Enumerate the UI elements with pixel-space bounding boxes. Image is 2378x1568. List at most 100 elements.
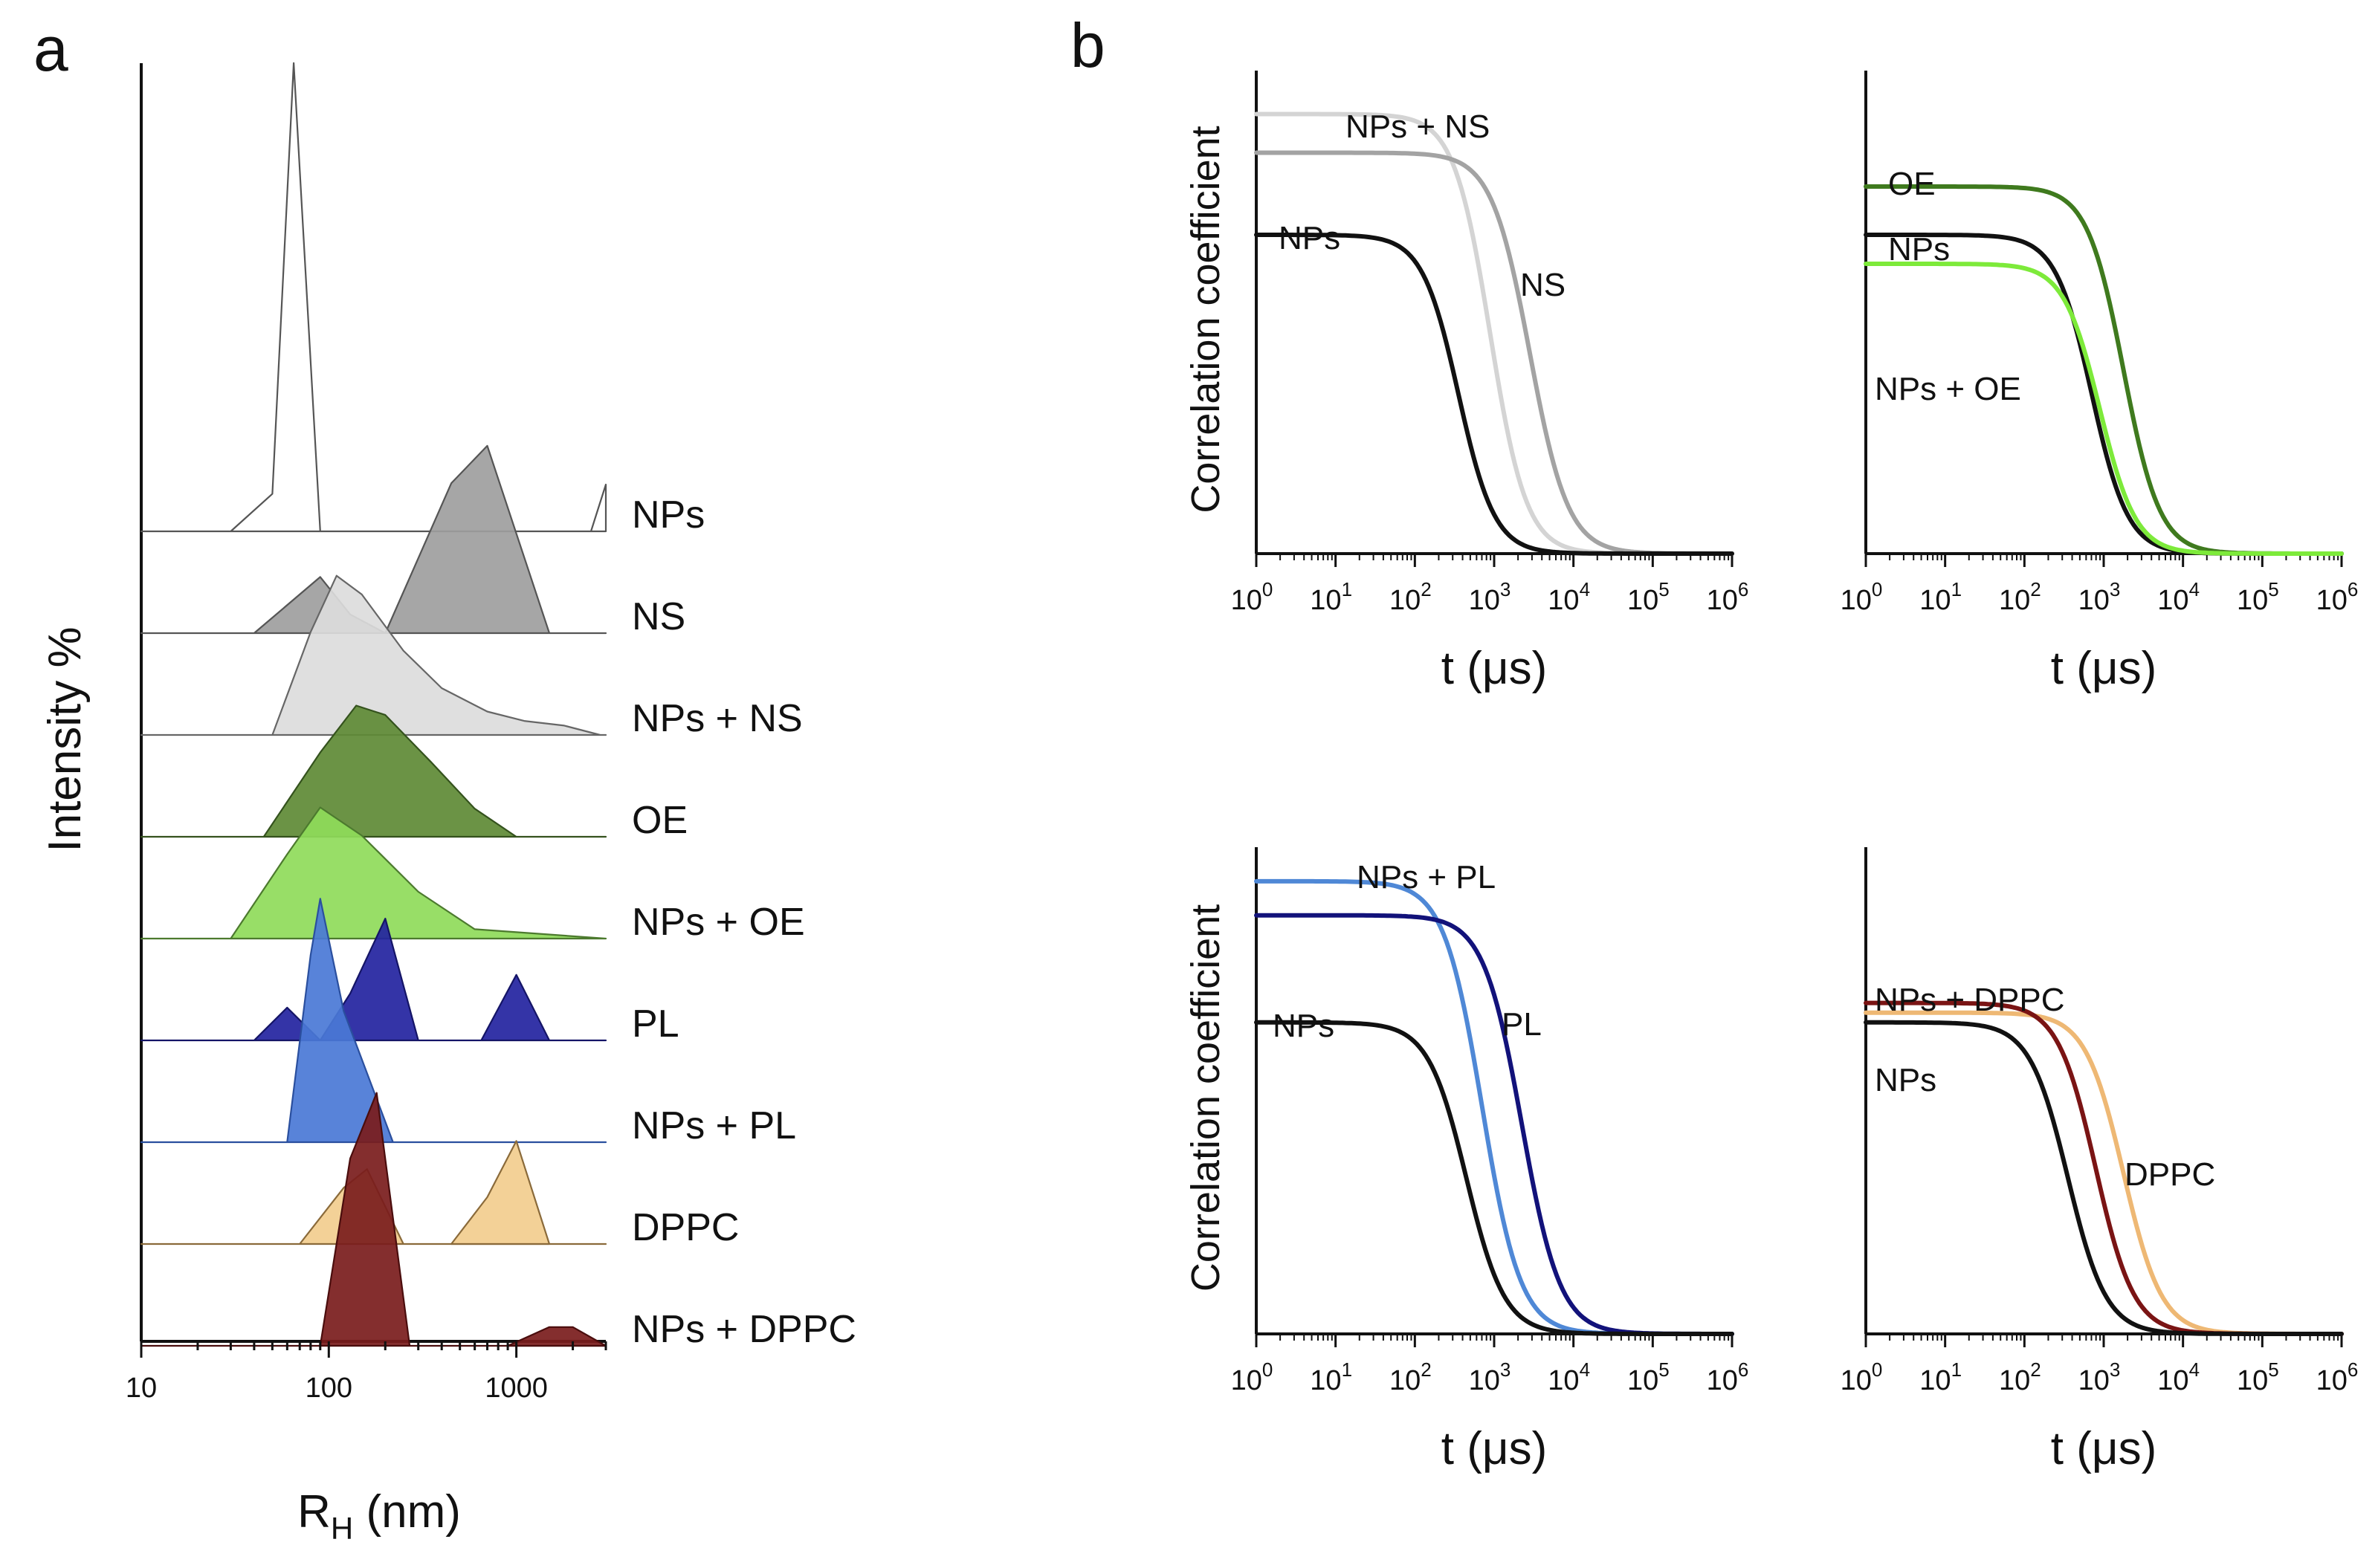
- x-tick-base: 10: [1841, 1365, 1872, 1396]
- distribution-row-ns: NS: [140, 444, 685, 638]
- x-tick-base: 10: [1841, 585, 1872, 616]
- row-label-pl: PL: [632, 1002, 679, 1046]
- series-label-nps-pl: NPs + PL: [1357, 859, 1496, 895]
- x-tick-base: 10: [2078, 585, 2110, 616]
- row-label-nps-dppc: NPs + DPPC: [632, 1308, 856, 1351]
- x-tick-label: 105: [2237, 1358, 2279, 1396]
- x-tick-label: 101: [1310, 578, 1352, 616]
- x-tick-exponent: 5: [1658, 1358, 1669, 1381]
- x-tick-label: 100: [1841, 1358, 1883, 1396]
- x-tick-label: 102: [1999, 1358, 2041, 1396]
- x-tick-exponent: 5: [1658, 578, 1669, 600]
- distribution-area-dppc-2: [450, 1140, 551, 1245]
- distribution-row-nps-dppc: NPs + DPPC: [140, 1092, 856, 1351]
- y-axis-title: Intensity %: [39, 626, 91, 852]
- x-tick-base: 10: [1310, 1365, 1341, 1396]
- series-line-nps-oe: [1864, 262, 2344, 556]
- x-tick-exponent: 1: [1951, 578, 1962, 600]
- x-tick-base: 10: [1231, 585, 1262, 616]
- y-axis-title: Correlation coefficient: [1183, 126, 1228, 513]
- row-label-oe: OE: [632, 799, 688, 842]
- x-tick-exponent: 6: [1738, 578, 1748, 600]
- x-tick-exponent: 4: [2189, 1358, 2200, 1381]
- x-tick-label: 102: [1999, 578, 2041, 616]
- row-label-nps: NPs: [632, 493, 705, 537]
- x-tick-label: 104: [2157, 578, 2200, 616]
- distribution-row-dppc: DPPC: [140, 1140, 739, 1249]
- series-label-ns: NS: [1520, 267, 1566, 303]
- x-tick-exponent: 6: [2348, 578, 2358, 600]
- x-tick-label: 102: [1389, 578, 1432, 616]
- x-tick-label: 1000: [485, 1373, 548, 1404]
- series-label-nps-dppc: NPs + DPPC: [1875, 982, 2065, 1018]
- x-tick-base: 10: [2237, 585, 2268, 616]
- x-tick-exponent: 3: [1500, 578, 1511, 600]
- x-tick-exponent: 1: [1342, 578, 1352, 600]
- x-tick-label: 106: [1707, 1358, 1749, 1396]
- series-line-dppc: [1864, 1010, 2344, 1336]
- distribution-row-pl: PL: [140, 918, 679, 1046]
- x-tick-base: 10: [2316, 1365, 2348, 1396]
- x-tick-label: 100: [1231, 578, 1273, 616]
- series-line-nps-ns: [1254, 111, 1734, 556]
- series-line-nps: [1254, 1020, 1734, 1336]
- x-tick-label: 103: [2078, 1358, 2121, 1396]
- x-tick-label: 100: [306, 1373, 352, 1404]
- x-tick-exponent: 5: [2268, 578, 2278, 600]
- x-tick-label: 104: [1548, 1358, 1590, 1396]
- x-axis-title: t (μs): [1441, 643, 1547, 694]
- x-axis-title: t (μs): [2051, 1423, 2156, 1474]
- x-tick-label: 103: [2078, 578, 2121, 616]
- x-tick-base: 10: [1919, 585, 1951, 616]
- distribution-area-nps-ns: [140, 574, 607, 736]
- distribution-area-pl: [140, 918, 607, 1042]
- x-tick-exponent: 2: [1421, 578, 1431, 600]
- x-tick-exponent: 1: [1342, 1358, 1352, 1381]
- series-label-nps-oe: NPs + OE: [1875, 371, 2021, 407]
- x-axis-title-unit: (nm): [353, 1486, 461, 1538]
- x-tick-base: 10: [2157, 585, 2188, 616]
- x-tick-label: 101: [1310, 1358, 1352, 1396]
- series-label-dppc: DPPC: [2125, 1156, 2215, 1193]
- distribution-row-oe: OE: [140, 704, 688, 842]
- distribution-area-nps-dppc-2: [507, 1326, 607, 1347]
- x-tick-label: 102: [1389, 1358, 1432, 1396]
- x-tick-label: 101: [1919, 1358, 1962, 1396]
- panel-letter-b: b: [1070, 10, 1105, 80]
- x-tick-exponent: 0: [1262, 578, 1273, 600]
- x-tick-label: 106: [2316, 578, 2359, 616]
- x-tick-exponent: 5: [2268, 1358, 2278, 1381]
- row-label-nps-oe: NPs + OE: [632, 901, 805, 944]
- x-tick-label: 101: [1919, 578, 1962, 616]
- x-tick-label: 103: [1469, 1358, 1511, 1396]
- x-tick-exponent: 6: [1738, 1358, 1748, 1381]
- distribution-area-oe: [140, 704, 607, 838]
- x-tick-base: 10: [1548, 585, 1579, 616]
- x-tick-exponent: 4: [2189, 578, 2200, 600]
- x-tick-exponent: 0: [1872, 1358, 1882, 1381]
- x-tick-label: 10: [126, 1373, 157, 1404]
- x-tick-base: 10: [1231, 1365, 1262, 1396]
- x-tick-exponent: 0: [1872, 578, 1882, 600]
- x-tick-base: 10: [1919, 1365, 1951, 1396]
- x-tick-base: 10: [1707, 585, 1738, 616]
- y-axis-title: Correlation coefficient: [1183, 904, 1228, 1292]
- x-tick-exponent: 4: [1580, 1358, 1590, 1381]
- x-tick-exponent: 2: [2030, 1358, 2041, 1381]
- x-tick-exponent: 2: [2030, 578, 2041, 600]
- series-label-nps-ns: NPs + NS: [1345, 108, 1490, 145]
- x-tick-base: 10: [2316, 585, 2348, 616]
- x-axis-title-main: R: [297, 1486, 331, 1538]
- x-tick-base: 10: [1707, 1365, 1738, 1396]
- series-label-nps: NPs: [1888, 231, 1950, 268]
- x-axis-title: RH (nm): [297, 1486, 461, 1546]
- panel-letter-a: a: [33, 14, 68, 84]
- x-tick-label: 104: [1548, 578, 1590, 616]
- x-axis-title-sub: H: [331, 1511, 353, 1546]
- series-label-pl: PL: [1502, 1006, 1542, 1043]
- x-tick-base: 10: [1999, 585, 2030, 616]
- distribution-area-ns: [140, 444, 607, 635]
